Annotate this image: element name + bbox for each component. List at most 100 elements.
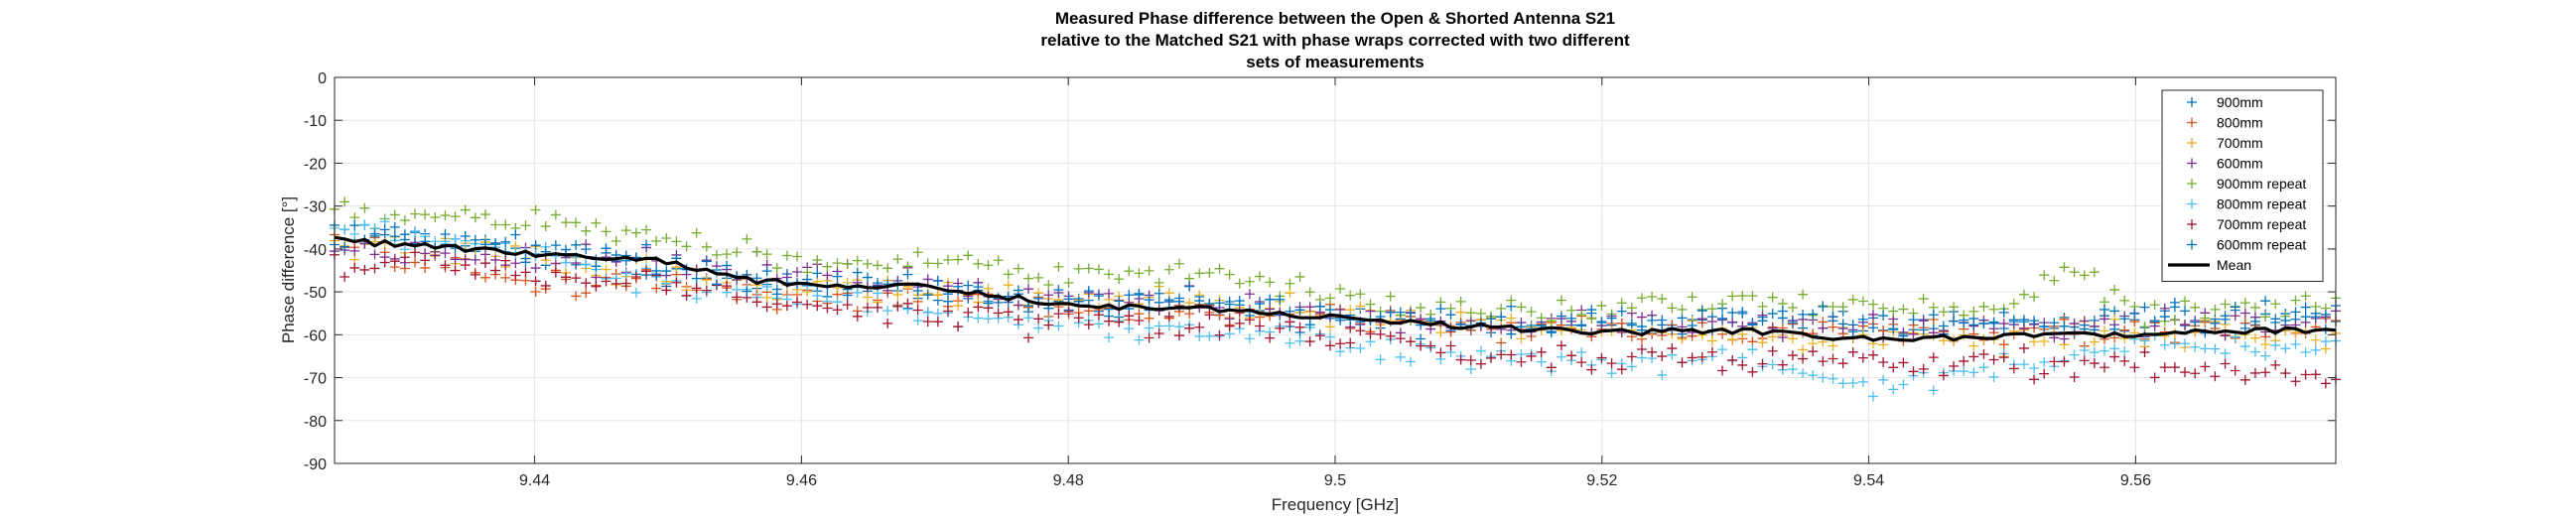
data-point — [2220, 299, 2231, 310]
data-point — [2008, 363, 2019, 374]
data-point — [983, 296, 994, 307]
data-point — [1828, 353, 1838, 364]
data-point — [359, 264, 370, 275]
data-point — [470, 212, 480, 223]
data-point — [2039, 270, 2050, 281]
data-point — [490, 219, 501, 230]
data-point — [1335, 304, 1346, 315]
data-point — [953, 322, 964, 332]
data-point — [902, 298, 913, 309]
data-point — [2029, 292, 2040, 303]
data-point — [2280, 368, 2291, 379]
data-point — [1757, 358, 1768, 369]
data-point — [571, 217, 582, 228]
data-point — [1647, 346, 1658, 357]
data-point — [2139, 335, 2150, 346]
data-point — [2260, 350, 2271, 361]
data-point — [2310, 344, 2321, 355]
data-point — [661, 285, 672, 296]
legend-item: Mean — [2168, 257, 2251, 273]
data-point — [1194, 296, 1205, 307]
data-point — [1435, 347, 1446, 358]
data-point — [410, 225, 421, 236]
data-point — [1214, 298, 1225, 309]
data-point — [922, 290, 933, 301]
data-point — [369, 249, 380, 260]
legend-marker — [2187, 97, 2197, 107]
data-point — [641, 224, 652, 235]
data-point — [1506, 295, 1517, 306]
data-point — [983, 314, 994, 325]
data-point — [892, 254, 903, 265]
data-point — [1506, 328, 1517, 339]
data-point — [1416, 303, 1426, 314]
data-point — [1173, 322, 1184, 332]
data-point — [671, 236, 682, 247]
data-point — [1687, 292, 1697, 303]
data-point — [1526, 350, 1537, 361]
data-point — [1083, 286, 1094, 297]
data-point — [1124, 311, 1135, 322]
data-point — [922, 307, 933, 318]
data-point — [1496, 349, 1507, 360]
data-point — [1998, 307, 2009, 318]
data-point — [581, 278, 592, 289]
data-point — [1626, 303, 1637, 314]
data-point — [912, 305, 923, 316]
data-point — [510, 258, 521, 269]
data-point — [1556, 295, 1566, 306]
data-point — [1606, 313, 1617, 324]
data-point — [1255, 271, 1266, 282]
data-point — [942, 296, 953, 307]
data-point — [2039, 356, 2050, 367]
data-point — [610, 235, 621, 246]
data-point — [2230, 365, 2240, 376]
data-point — [842, 290, 853, 301]
data-point — [873, 288, 883, 299]
data-point — [2008, 298, 2019, 309]
data-point — [1536, 356, 1547, 367]
data-point — [460, 230, 471, 241]
data-point — [1556, 351, 1566, 362]
data-point — [440, 260, 451, 271]
data-point — [1837, 358, 1848, 369]
data-point — [722, 260, 733, 271]
y-tick-label: -50 — [304, 285, 327, 302]
data-point — [1375, 328, 1386, 339]
data-point — [2119, 325, 2130, 335]
data-point — [742, 286, 752, 297]
data-point — [862, 272, 873, 283]
data-point — [530, 204, 541, 215]
data-point — [470, 234, 480, 245]
data-point — [1255, 321, 1266, 331]
data-point — [1968, 367, 1979, 378]
data-point — [1647, 291, 1658, 302]
data-point — [691, 283, 702, 294]
data-point — [2029, 363, 2040, 374]
data-point — [1747, 344, 1758, 355]
data-point — [1285, 317, 1295, 327]
data-point — [852, 287, 863, 298]
data-point — [2190, 368, 2201, 379]
data-point — [1767, 359, 1778, 370]
data-point — [1566, 313, 1577, 324]
data-point — [2018, 289, 2029, 300]
data-point — [2210, 304, 2221, 315]
data-point — [550, 267, 561, 278]
data-point — [711, 279, 722, 290]
data-point — [1124, 290, 1135, 301]
data-point — [2270, 359, 2281, 370]
data-point — [1516, 302, 1527, 313]
data-point — [1566, 350, 1577, 361]
data-point — [681, 241, 692, 252]
legend-label: Mean — [2217, 257, 2251, 273]
data-point — [1335, 283, 1346, 294]
data-point — [2039, 368, 2050, 379]
data-point — [2290, 338, 2301, 349]
data-point — [2029, 336, 2040, 347]
data-point — [1706, 335, 1717, 346]
data-point — [1385, 307, 1396, 318]
data-point — [1234, 278, 1245, 289]
data-point — [460, 260, 471, 271]
data-point — [771, 263, 782, 274]
